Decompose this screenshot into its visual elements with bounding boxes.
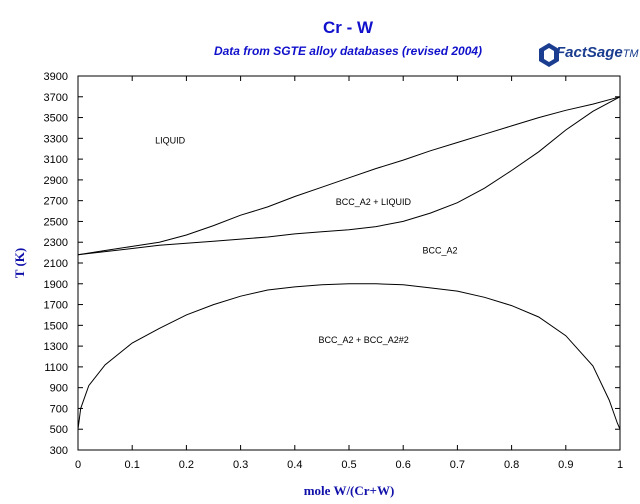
phase-boundary-line	[77, 96, 621, 256]
y-tick-label: 2300	[44, 237, 68, 249]
y-tick-label: 3100	[44, 154, 68, 166]
x-tick-label: 1	[617, 459, 623, 471]
y-tick-label: 3900	[44, 71, 68, 83]
y-tick-label: 700	[50, 403, 68, 415]
chart-title: Cr - W	[322, 18, 374, 37]
y-tick-label: 1900	[44, 279, 68, 291]
y-tick-label: 300	[50, 445, 68, 457]
plot-frame	[77, 75, 621, 451]
x-tick-label: 0.2	[179, 459, 194, 471]
y-tick-label: 1300	[44, 341, 68, 353]
y-tick-label: 500	[50, 424, 68, 436]
phase-boundary-line	[77, 283, 621, 430]
factsage-logo-icon	[539, 43, 559, 67]
region-label: LIQUID	[155, 136, 186, 146]
y-tick-label: 2100	[44, 258, 68, 270]
logo-name: FactSage	[556, 44, 623, 61]
x-tick-label: 0	[75, 459, 81, 471]
region-label: BCC_A2 + BCC_A2#2	[318, 335, 408, 345]
y-tick-label: 900	[50, 383, 68, 395]
region-label: BCC_A2 + LIQUID	[336, 197, 412, 207]
y-tick-label: 3300	[44, 133, 68, 145]
y-axis-label: T (K)	[12, 248, 27, 278]
y-tick-label: 1100	[44, 362, 68, 374]
x-tick-label: 0.1	[125, 459, 140, 471]
y-tick-label: 2700	[44, 196, 68, 208]
y-tick-label: 1500	[44, 320, 68, 332]
x-tick-label: 0.3	[233, 459, 248, 471]
x-tick-label: 0.6	[396, 459, 411, 471]
x-axis-label: mole W/(Cr+W)	[304, 483, 395, 498]
logo-mark: TM	[622, 48, 639, 60]
x-tick-label: 0.4	[287, 459, 302, 471]
chart-subtitle: Data from SGTE alloy databases (revised …	[213, 44, 483, 58]
x-tick-label: 0.8	[504, 459, 519, 471]
y-tick-label: 1700	[44, 300, 68, 312]
x-tick-label: 0.9	[558, 459, 573, 471]
x-tick-label: 0.7	[450, 459, 465, 471]
x-tick-label: 0.5	[341, 459, 356, 471]
phase-boundary-line	[77, 96, 621, 256]
factsage-logo: FactSageTM	[538, 40, 639, 70]
y-tick-label: 2500	[44, 216, 68, 228]
y-tick-label: 3500	[44, 113, 68, 125]
y-tick-label: 3700	[44, 92, 68, 104]
y-tick-label: 2900	[44, 175, 68, 187]
region-label: BCC_A2	[423, 246, 458, 256]
